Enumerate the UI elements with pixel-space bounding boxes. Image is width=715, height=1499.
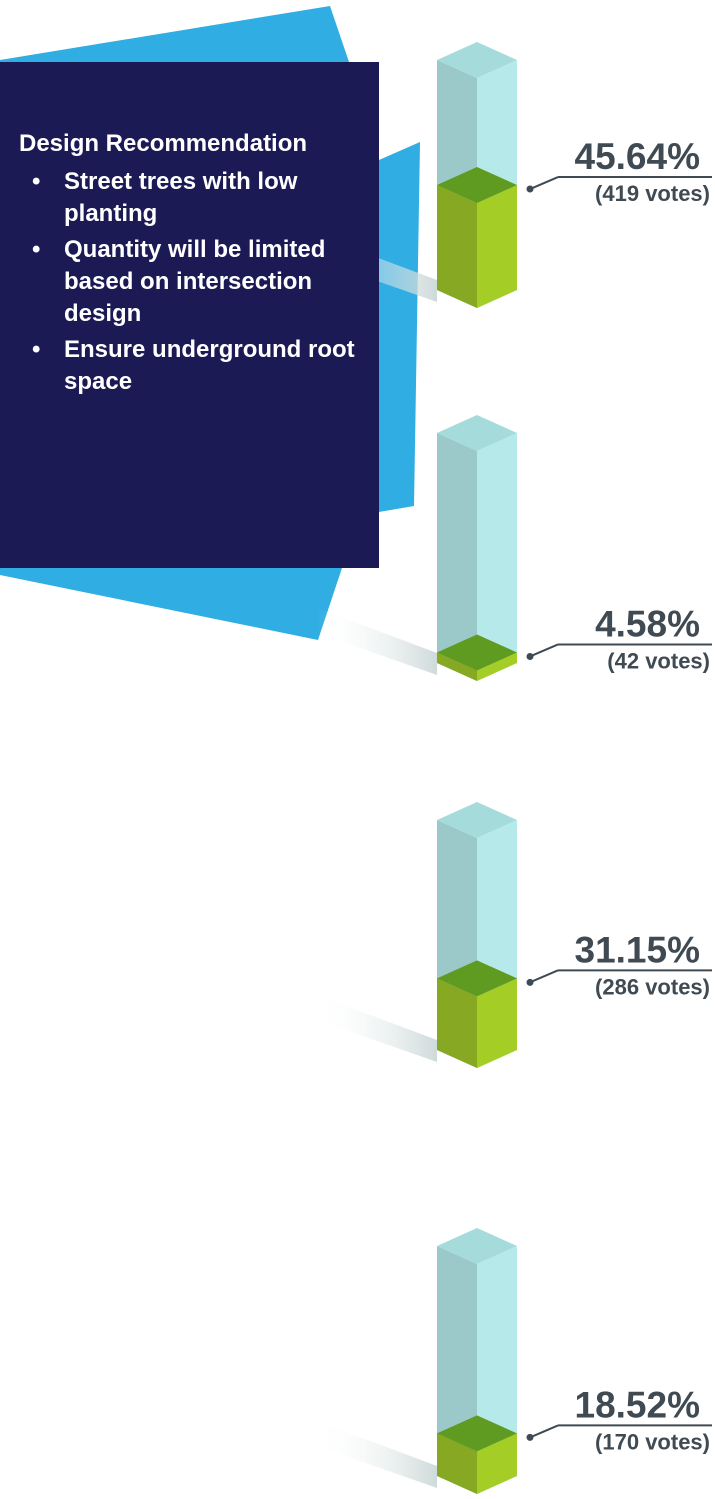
recommendation-item-text: Quantity will be limited based on inters…	[64, 236, 326, 327]
column-glass-top	[437, 802, 517, 838]
recommendation-item-text: Ensure underground root space	[64, 336, 355, 395]
bar-column-3: 31.15% (286 votes)	[437, 802, 712, 1068]
column-glass-left	[437, 433, 477, 681]
votes-label: (170 votes)	[595, 1429, 710, 1454]
bar-fill-right	[477, 652, 517, 681]
bar-fill-top	[437, 167, 517, 204]
column-shadow	[317, 608, 437, 675]
leader-line	[529, 1424, 559, 1439]
recommendation-card: Design Recommendation • Street trees with…	[0, 62, 379, 568]
recommendation-item-text: Street trees with low planting	[64, 168, 298, 227]
column-glass-top	[437, 42, 517, 78]
bar-fill-left	[437, 185, 477, 308]
column-glass-right	[477, 433, 517, 681]
recommendation-item: • Street trees with low planting	[19, 166, 361, 230]
bar-fill-right	[477, 185, 517, 308]
votes-label: (42 votes)	[607, 648, 710, 673]
blue-panel-bottom	[0, 568, 342, 640]
bullet-icon: •	[32, 168, 41, 195]
column-glass-top	[437, 415, 517, 451]
bullet-icon: •	[32, 336, 41, 363]
recommendation-item: • Quantity will be limited based on inter…	[19, 234, 361, 330]
percent-label: 45.64%	[575, 136, 701, 177]
bar-fill-top	[437, 1415, 517, 1452]
decorative-shapes	[0, 6, 420, 640]
bar-fill-right	[477, 978, 517, 1068]
column-shadow	[317, 995, 437, 1062]
percent-label: 4.58%	[595, 603, 700, 644]
bar-fill-left	[437, 978, 477, 1068]
bullet-icon: •	[32, 236, 41, 263]
bar-fill-left	[437, 1433, 477, 1494]
leader-line	[529, 969, 559, 984]
recommendation-title: Design Recommendation	[19, 130, 308, 157]
bar-fill-left	[437, 652, 477, 681]
bar-fill-right	[477, 1433, 517, 1494]
leader-line	[529, 643, 559, 658]
bar-column-4: 18.52% (170 votes)	[437, 1228, 712, 1494]
recommendation-list: • Street trees with low planting • Quantit…	[19, 166, 361, 398]
blue-panel-back	[0, 6, 349, 62]
bars-group: 45.64% (419 votes) 4.58% (42 votes) 31.15% (2…	[437, 42, 712, 1494]
bar-fill-top	[437, 960, 517, 997]
blue-panel-right	[379, 142, 420, 512]
votes-label: (419 votes)	[595, 181, 710, 206]
bar-column-2: 4.58% (42 votes)	[437, 415, 712, 681]
votes-label: (286 votes)	[595, 974, 710, 999]
recommendation-item: • Ensure underground root space	[19, 334, 361, 398]
bar-column-1: 45.64% (419 votes)	[437, 42, 712, 308]
column-shadow	[317, 1421, 437, 1488]
percent-label: 31.15%	[575, 929, 701, 970]
leader-line	[529, 176, 559, 190]
column-glass-top	[437, 1228, 517, 1264]
percent-label: 18.52%	[575, 1384, 701, 1425]
bar-fill-top	[437, 634, 517, 671]
